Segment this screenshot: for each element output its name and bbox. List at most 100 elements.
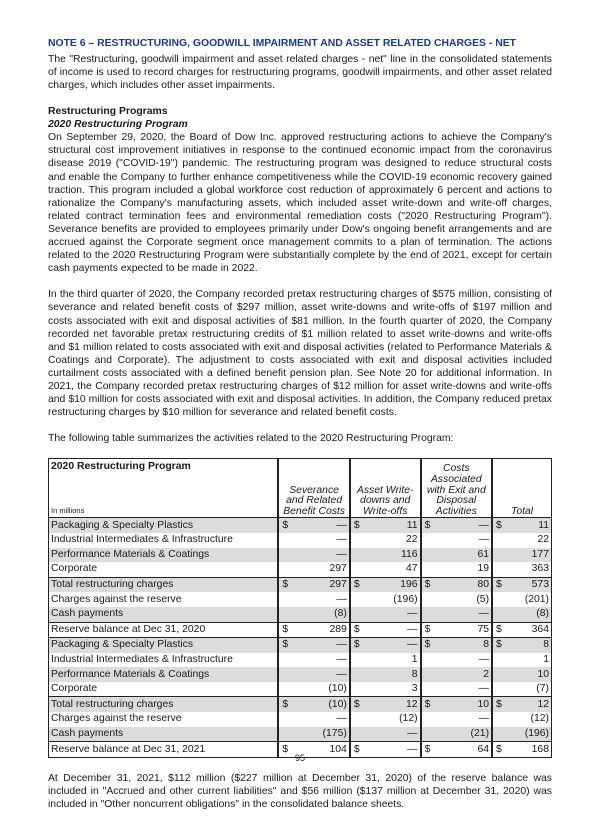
row-label: Industrial Intermediates & Infrastructur…: [48, 652, 279, 668]
cell-value: —: [407, 623, 418, 635]
table-cell: $364: [491, 621, 553, 638]
table-cell: $11: [491, 517, 553, 533]
cell-value: 64: [477, 743, 490, 755]
cell-value: (5): [476, 593, 490, 605]
table-cell: $ —: [419, 517, 493, 533]
row-label: Corporate: [48, 562, 279, 578]
table-row: Industrial Intermediates & Infrastructur…: [48, 652, 553, 668]
dollar-sign: $: [424, 579, 431, 591]
subsection-heading: 2020 Restructuring Program: [48, 119, 188, 131]
cell-value: 12: [537, 698, 549, 710]
dollar-sign: $: [424, 698, 431, 710]
intro-paragraph: The "Restructuring, goodwill impairment …: [48, 54, 552, 92]
cell-value: 3: [411, 683, 418, 695]
dollar-sign: $: [496, 743, 502, 755]
dollar-sign: $: [496, 519, 502, 531]
row-label: Industrial Intermediates & Infrastructur…: [48, 532, 279, 548]
table-cell: $ —: [277, 517, 350, 533]
cell-value: —: [336, 534, 347, 546]
table-row: Total restructuring charges $ (10) $12 $10 $1…: [48, 696, 553, 713]
table-cell: (12): [348, 712, 421, 727]
page-number: 95: [294, 753, 305, 763]
table-cell: (5): [419, 592, 493, 607]
dollar-sign: $: [353, 698, 360, 710]
row-label: Cash payments: [48, 726, 279, 742]
dollar-sign: $: [424, 743, 431, 755]
section-heading: Restructuring Programs: [48, 106, 168, 118]
cell-value: 116: [400, 548, 418, 560]
cell-value: 289: [329, 623, 347, 635]
dollar-sign: $: [282, 639, 289, 651]
table-cell: —: [419, 652, 493, 668]
dollar-sign: $: [282, 579, 289, 591]
table-cell: $ —: [348, 637, 421, 653]
table-row: Corporate (10) 3 — (7): [48, 681, 553, 697]
dollar-sign: $: [353, 639, 360, 651]
dollar-sign: $: [353, 579, 360, 591]
table-title: 2020 Restructuring Program: [51, 461, 191, 473]
cell-value: 196: [400, 579, 418, 591]
table-cell: $ —: [348, 621, 421, 638]
cell-value: —: [478, 534, 490, 546]
table-cell: $64: [419, 741, 493, 758]
table-row: Cash payments (8) — — (8): [48, 606, 553, 622]
table-cell: (10): [277, 681, 350, 697]
cell-value: —: [407, 727, 418, 739]
cell-value: (12): [530, 713, 549, 725]
cell-value: —: [407, 743, 418, 755]
paragraph-4: At December 31, 2021, $112 million ($227…: [48, 772, 552, 811]
table-cell: (196): [491, 726, 553, 742]
dollar-sign: $: [496, 579, 502, 591]
cell-value: 19: [477, 563, 490, 575]
dollar-sign: $: [424, 519, 431, 531]
dollar-sign: $: [353, 519, 360, 531]
cell-value: 22: [406, 534, 418, 546]
cell-value: 61: [477, 548, 490, 560]
dollar-sign: $: [282, 743, 289, 755]
row-label: Performance Materials & Coatings: [48, 547, 279, 563]
cell-value: —: [336, 653, 347, 665]
table-cell: (7): [491, 681, 553, 697]
table-cell: (21): [419, 726, 493, 742]
restructuring-table: 2020 Restructuring Program In millions S…: [48, 458, 553, 758]
table-cell: (12): [491, 712, 553, 727]
table-cell: $ (10): [277, 696, 350, 713]
cell-value: —: [478, 519, 490, 531]
cell-value: —: [478, 683, 490, 695]
table-cell: (201): [491, 592, 553, 607]
table-cell: 3: [348, 681, 421, 697]
row-label: Total restructuring charges: [48, 576, 279, 593]
cell-value: 573: [531, 579, 549, 591]
cell-value: 104: [329, 743, 347, 755]
table-cell: 1: [348, 652, 421, 668]
table-cell: —: [277, 592, 350, 607]
table-cell: —: [348, 726, 421, 742]
table-row: Performance Materials & Coatings — 116 61 17…: [48, 547, 553, 563]
table-cell: —: [419, 532, 493, 548]
cell-value: (8): [334, 608, 347, 620]
cell-value: 2: [483, 668, 490, 680]
cell-value: (201): [524, 593, 549, 605]
row-label: Reserve balance at Dec 31, 2020: [48, 621, 279, 638]
cell-value: (10): [328, 698, 347, 710]
table-cell: —: [277, 532, 350, 548]
dollar-sign: $: [424, 639, 431, 651]
cell-value: 363: [531, 563, 549, 575]
cell-value: (8): [536, 608, 549, 620]
table-cell: 22: [348, 532, 421, 548]
cell-value: 10: [537, 668, 549, 680]
cell-value: 297: [329, 579, 347, 591]
dollar-sign: $: [496, 698, 502, 710]
table-cell: —: [419, 606, 493, 622]
table-cell: $573: [491, 576, 553, 593]
cell-value: 1: [543, 653, 549, 665]
dollar-sign: $: [424, 623, 431, 635]
cell-value: (175): [322, 727, 347, 739]
table-cell: 8: [348, 667, 421, 682]
cell-value: (196): [393, 593, 418, 605]
table-cell: 116: [348, 547, 421, 563]
cell-value: —: [478, 713, 490, 725]
cell-value: 47: [406, 563, 418, 575]
table-cell: 10: [491, 667, 553, 682]
dollar-sign: $: [353, 623, 360, 635]
